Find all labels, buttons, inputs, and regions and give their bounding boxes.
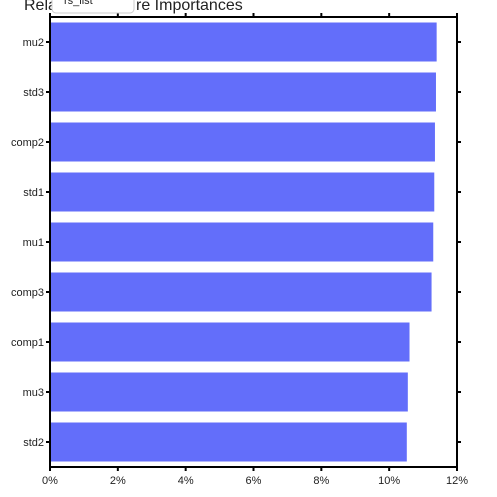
x-tick-label-3: 6% — [246, 475, 262, 487]
chart-title-right: re Importances — [136, 0, 243, 14]
bar-comp1[interactable] — [50, 322, 410, 362]
x-tick-label-1: 2% — [110, 475, 126, 487]
tooltip-label: rs_list — [64, 0, 93, 7]
y-tick-label-mu3: mu3 — [23, 387, 44, 399]
bar-mu2[interactable] — [50, 22, 437, 62]
y-tick-label-comp2: comp2 — [11, 137, 44, 149]
bar-mu3[interactable] — [50, 372, 408, 412]
y-tick-label-std1: std1 — [23, 187, 44, 199]
x-tick-label-2: 4% — [178, 475, 194, 487]
chart-title-left: Rela — [24, 0, 57, 14]
y-tick-label-comp3: comp3 — [11, 287, 44, 299]
y-tick-label-std2: std2 — [23, 437, 44, 449]
x-tick-label-4: 8% — [313, 475, 329, 487]
hover-tooltip: rs_list — [51, 0, 135, 14]
x-tick-label-5: 10% — [378, 475, 400, 487]
y-tick-label-mu2: mu2 — [23, 37, 44, 49]
tooltip-box — [51, 0, 135, 14]
bar-mu1[interactable] — [50, 222, 434, 262]
y-tick-label-comp1: comp1 — [11, 337, 44, 349]
y-tick-label-std3: std3 — [23, 87, 44, 99]
bar-std3[interactable] — [50, 72, 436, 112]
bar-comp3[interactable] — [50, 272, 432, 312]
bars-group — [50, 22, 437, 462]
y-axis-ticks: mu2 std3 comp2 std1 mu1 comp3 comp1 mu3 std2 — [11, 37, 461, 449]
bar-comp2[interactable] — [50, 122, 435, 162]
bar-std1[interactable] — [50, 172, 435, 212]
bar-std2[interactable] — [50, 422, 407, 462]
x-tick-label-0: 0% — [42, 475, 58, 487]
plot-frame — [49, 16, 458, 468]
y-tick-label-mu1: mu1 — [23, 237, 44, 249]
x-tick-label-6: 12% — [446, 475, 468, 487]
